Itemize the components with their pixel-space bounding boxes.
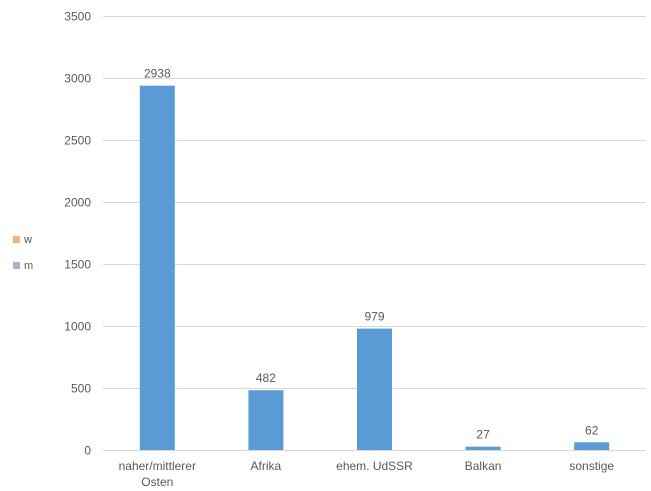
category-label: sonstige (569, 459, 614, 473)
category-label-line: Afrika (251, 459, 282, 473)
category-label: ehem. UdSSR (336, 459, 413, 473)
bar (139, 85, 175, 451)
data-label: 979 (364, 310, 384, 324)
data-label: 2938 (144, 67, 171, 81)
y-tick-label: 3000 (64, 72, 91, 86)
category-label-line: ehem. UdSSR (336, 459, 413, 473)
legend-label: w (23, 234, 32, 246)
legend-swatch (13, 236, 20, 243)
y-tick-label: 2500 (64, 134, 91, 148)
bar (357, 328, 392, 450)
y-tick-label: 500 (71, 382, 91, 396)
category-label-line: sonstige (569, 459, 614, 473)
category-label: Balkan (465, 459, 502, 473)
y-tick-label: 2000 (64, 196, 91, 210)
bar (248, 390, 284, 450)
category-label-line: Balkan (465, 459, 502, 473)
legend-swatch (13, 262, 20, 269)
y-tick-label: 1000 (64, 320, 91, 334)
data-labels: 2938 482 979 27 62 (144, 67, 599, 442)
data-label: 62 (585, 423, 599, 437)
y-tick-label: 1500 (64, 258, 91, 272)
category-labels: naher/mittlerer Osten Afrika ehem. UdSSR Bal… (119, 459, 615, 489)
y-tick-label: 3500 (64, 10, 91, 24)
data-label: 482 (256, 371, 276, 385)
y-axis-tick-labels: 0 500 1000 1500 2000 2500 3000 3500 (64, 10, 91, 458)
legend: wm (13, 234, 33, 272)
bar (574, 442, 610, 450)
bars (139, 85, 610, 451)
gridlines (103, 16, 646, 451)
bar (465, 446, 501, 450)
category-label-line: naher/mittlerer (119, 459, 196, 473)
data-label: 27 (476, 428, 490, 442)
y-tick-label: 0 (84, 444, 91, 458)
category-label: naher/mittlerer Osten (119, 459, 196, 489)
category-label: Afrika (251, 459, 282, 473)
category-label-line: Osten (141, 475, 173, 489)
legend-label: m (24, 260, 33, 272)
